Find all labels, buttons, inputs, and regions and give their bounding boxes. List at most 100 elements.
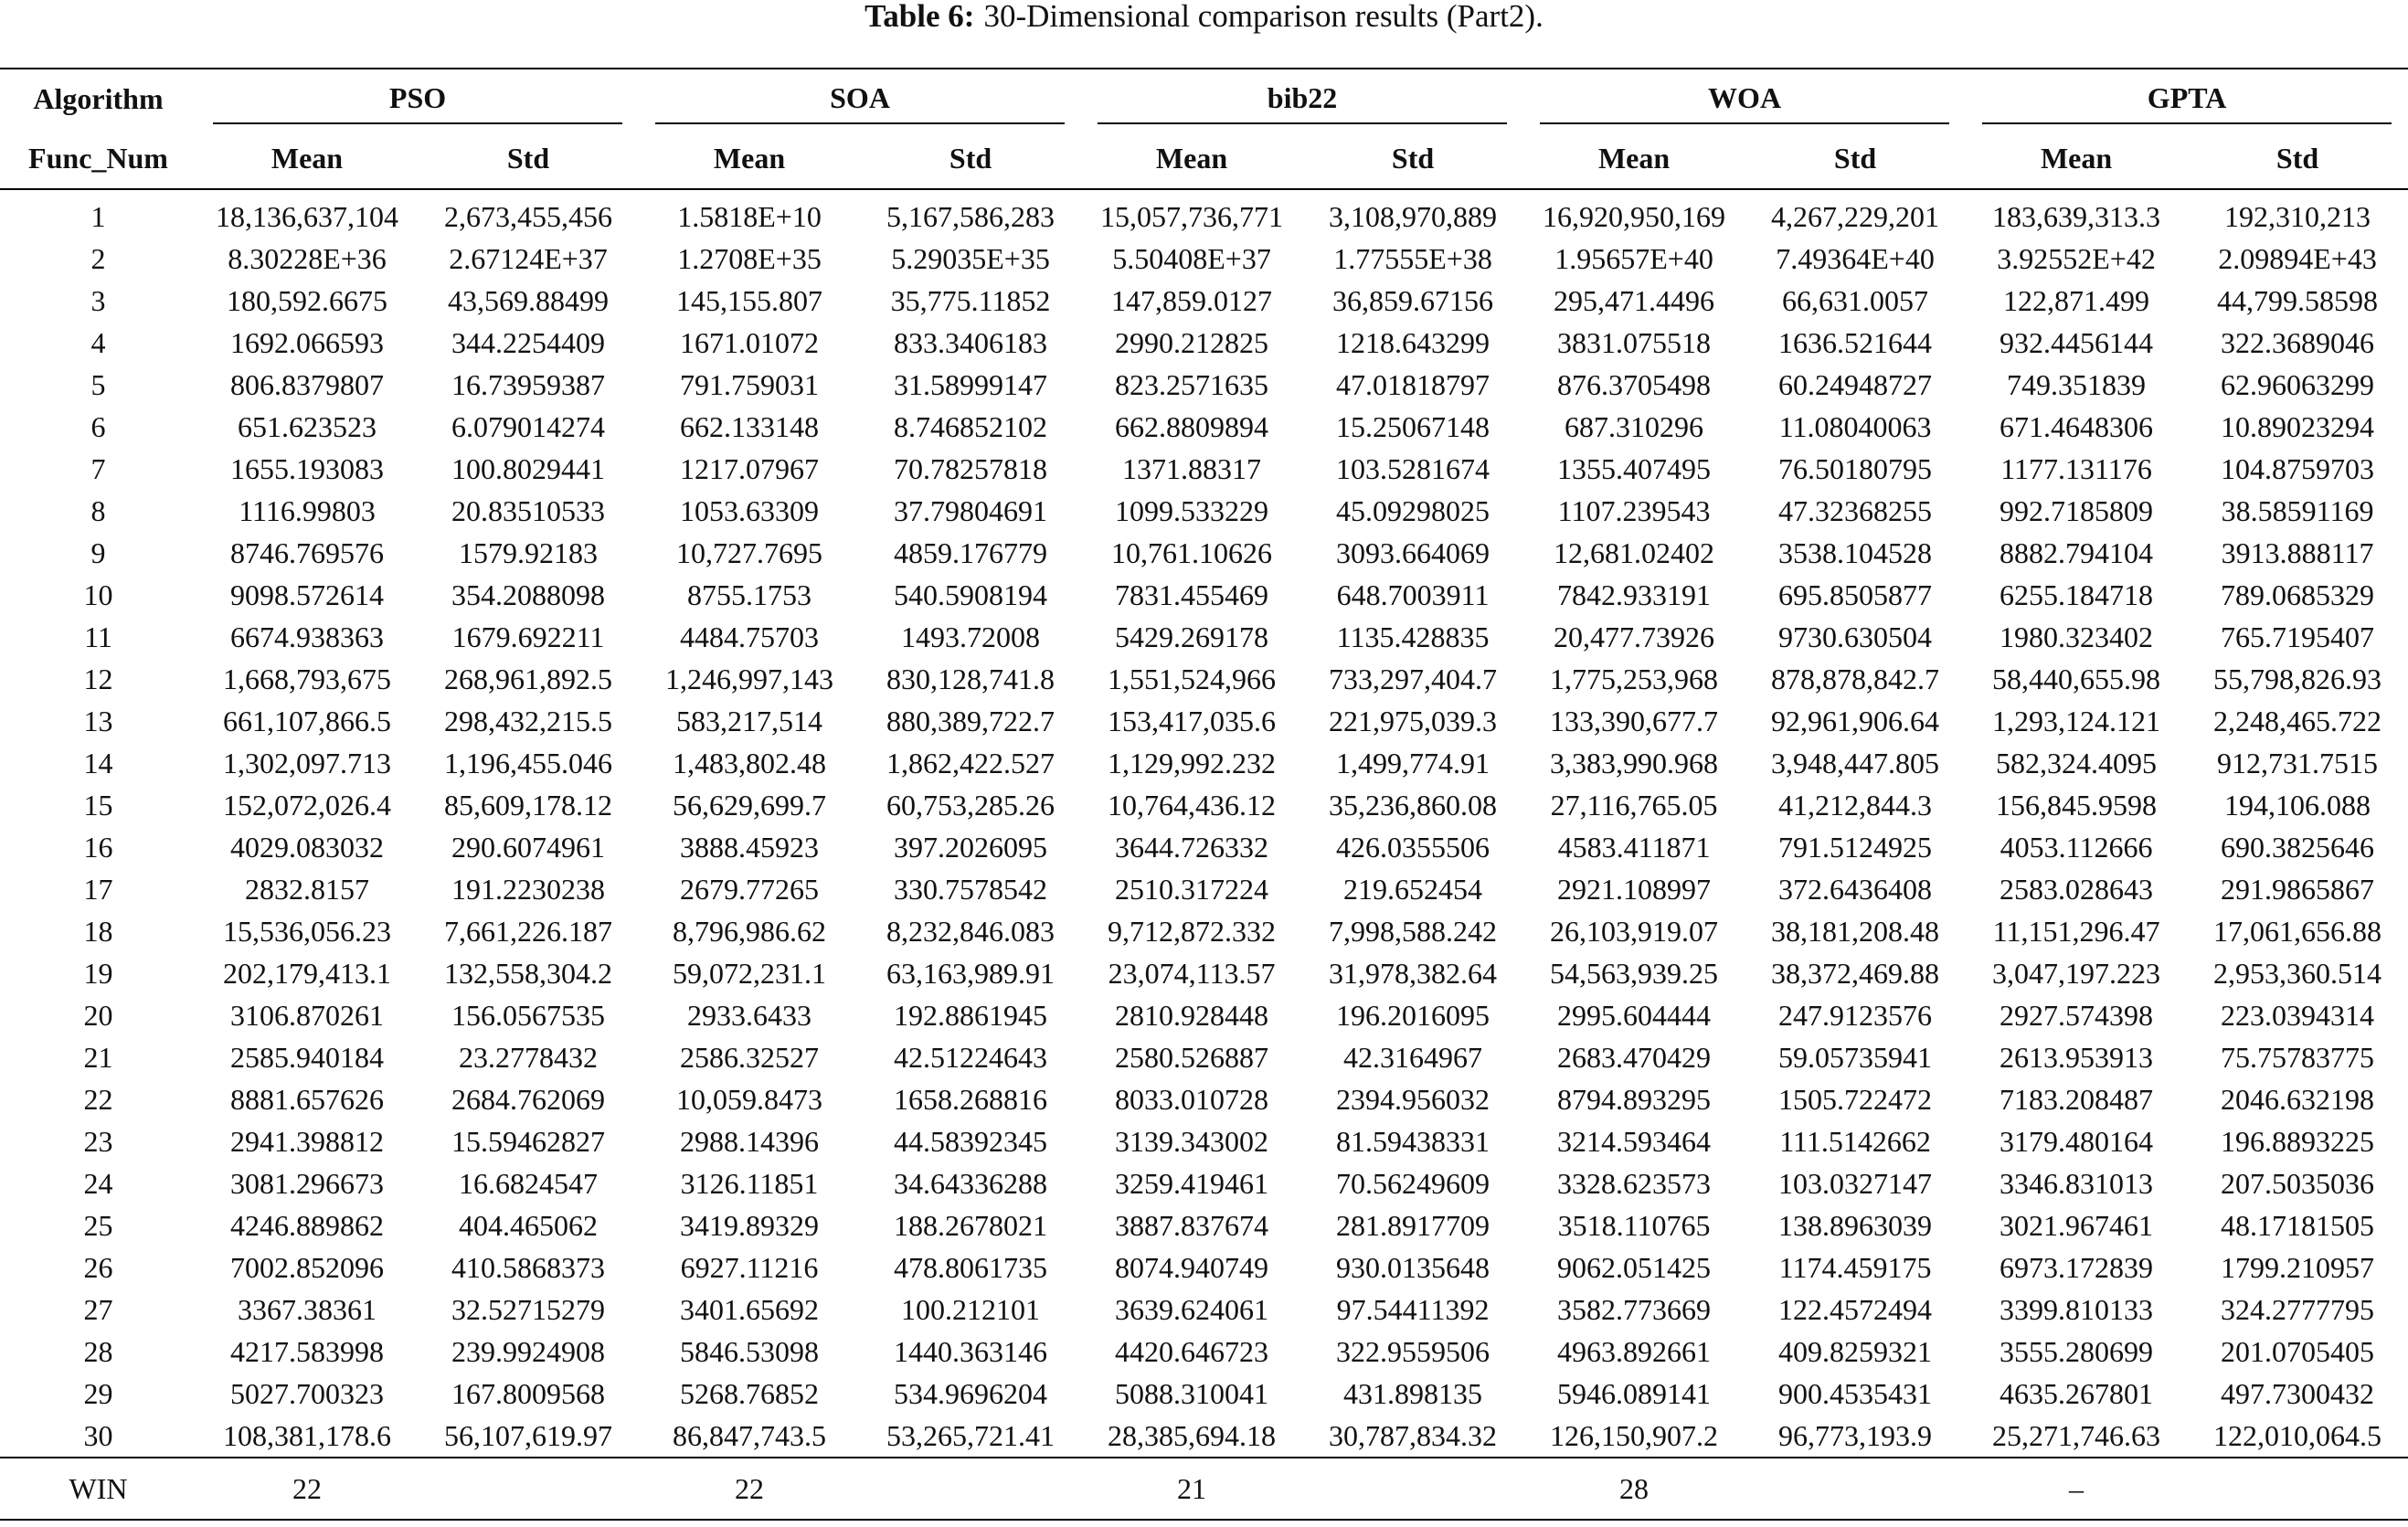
func-num: 28	[83, 1335, 113, 1368]
cell: 1,499,774.91	[1336, 747, 1490, 779]
cell: 1053.63309	[680, 494, 820, 527]
cell: 219.652454	[1343, 873, 1483, 906]
cell: 5027.700323	[230, 1377, 384, 1410]
cell: 1,293,124.121	[1992, 705, 2161, 737]
cell: 404.465062	[459, 1209, 598, 1242]
cell: 765.7195407	[2221, 620, 2375, 653]
cell: 2586.32527	[680, 1041, 820, 1074]
cell: 2990.212825	[1115, 326, 1269, 359]
cell: 833.3406183	[894, 326, 1048, 359]
cell: 397.2026095	[894, 831, 1048, 864]
cell: 25,271,746.63	[1966, 1415, 2188, 1458]
cell: 478.8061735	[894, 1251, 1048, 1284]
cell: 662.8809894	[1115, 410, 1269, 443]
func-num: 8	[90, 494, 106, 527]
cell: 6973.172839	[2000, 1251, 2154, 1284]
cell: 45.09298025	[1336, 494, 1490, 527]
cell: 1.95657E+40	[1554, 242, 1713, 275]
data-row: 1 18,136,637,104 2,673,455,456 1.5818E+10 5,…	[0, 189, 2408, 238]
func-num: 17	[83, 873, 113, 906]
cell: 31,978,382.64	[1329, 957, 1498, 990]
cell: 268,961,892.5	[444, 663, 612, 695]
win-value: 22	[639, 1458, 861, 1521]
corner-bottom: Func_Num	[0, 128, 196, 190]
cell: 111.5142662	[1779, 1125, 1931, 1158]
cell: 912,731.7515	[2217, 747, 2379, 779]
data-row: 2 8.30228E+36 2.67124E+37 1.2708E+35 5.29035…	[0, 238, 2408, 280]
data-row: 17 2832.8157 191.2230238 2679.77265 330.7578…	[0, 868, 2408, 910]
cell: 7842.933191	[1557, 578, 1712, 611]
group-name: bib22	[1098, 73, 1508, 124]
func-num: 7	[90, 452, 106, 485]
func-num: 29	[83, 1377, 113, 1410]
group-header: PSO	[196, 68, 640, 128]
data-row: 19 202,179,413.1 132,558,304.2 59,072,231.1…	[0, 952, 2408, 994]
cell: 3021.967461	[2000, 1209, 2154, 1242]
cell: 1,246,997,143	[665, 663, 834, 695]
cell: 806.8379807	[230, 368, 384, 401]
win-row: WIN 22 22 21 28–	[0, 1458, 2408, 1521]
cell: 100.212101	[901, 1293, 1041, 1326]
cell: 16.73959387	[451, 368, 605, 401]
cell: 5946.089141	[1557, 1377, 1712, 1410]
empty-cell	[1302, 1458, 1524, 1521]
cell: 687.310296	[1565, 410, 1704, 443]
cell: 8033.010728	[1115, 1083, 1269, 1116]
win-value: 21	[1081, 1458, 1303, 1521]
group-header: WOA	[1523, 68, 1967, 128]
cell: 100.8029441	[451, 452, 605, 485]
cell: 2927.574398	[2000, 999, 2154, 1032]
func-num: 4	[90, 326, 106, 359]
cell: 38.58591169	[2221, 494, 2374, 527]
cell: 47.32368255	[1778, 494, 1933, 527]
cell: 1355.407495	[1557, 452, 1712, 485]
cell: 1,668,793,675	[223, 663, 391, 695]
cell: 48.17181505	[2221, 1209, 2375, 1242]
cell: 2679.77265	[680, 873, 820, 906]
cell: 3,108,970,889	[1329, 200, 1498, 233]
win-value: 22	[196, 1458, 418, 1521]
cell: 1,775,253,968	[1550, 663, 1719, 695]
cell: 103.5281674	[1336, 452, 1490, 485]
cell: 3106.870261	[230, 999, 384, 1032]
cell: 1177.131176	[2000, 452, 2152, 485]
cell: 791.759031	[680, 368, 820, 401]
cell: 12,681.02402	[1554, 536, 1715, 569]
data-row: 25 4246.889862 404.465062 3419.89329 188.267…	[0, 1204, 2408, 1246]
cell: 2684.762069	[451, 1083, 605, 1116]
cell: 8755.1753	[687, 578, 812, 611]
cell: 37.79804691	[894, 494, 1048, 527]
cell: 47.01818797	[1336, 368, 1490, 401]
header-row: Algorithm PSO SOA bib22 WOA GPTA	[0, 68, 2408, 128]
cell: 104.8759703	[2221, 452, 2375, 485]
cell: 1,483,802.48	[673, 747, 827, 779]
win-value: –	[1966, 1458, 2188, 1521]
cell: 791.5124925	[1778, 831, 1933, 864]
cell: 671.4648306	[2000, 410, 2154, 443]
cell: 81.59438331	[1336, 1125, 1490, 1158]
func-num: 16	[83, 831, 113, 864]
cell: 239.9924908	[451, 1335, 605, 1368]
cell: 2580.526887	[1115, 1041, 1269, 1074]
cell: 167.8009568	[451, 1377, 605, 1410]
cell: 823.2571635	[1115, 368, 1269, 401]
cell: 3401.65692	[680, 1293, 820, 1326]
cell: 55,798,826.93	[2213, 663, 2382, 695]
cell: 152,072,026.4	[223, 789, 391, 822]
func-num: 21	[83, 1041, 113, 1074]
cell: 86,847,743.5	[639, 1415, 861, 1458]
cell: 648.7003911	[1336, 578, 1490, 611]
cell: 133,390,677.7	[1550, 705, 1719, 737]
empty-cell	[1745, 1458, 1967, 1521]
cell: 1799.210957	[2221, 1251, 2375, 1284]
cell: 1099.533229	[1115, 494, 1269, 527]
cell: 223.0394314	[2221, 999, 2375, 1032]
func-num: 6	[90, 410, 106, 443]
func-num: 24	[83, 1167, 113, 1200]
cell: 7002.852096	[230, 1251, 384, 1284]
cell: 372.6436408	[1778, 873, 1933, 906]
data-row: 26 7002.852096 410.5868373 6927.11216 478.80…	[0, 1246, 2408, 1288]
cell: 3887.837674	[1115, 1209, 1269, 1242]
func-num: 27	[83, 1293, 113, 1326]
